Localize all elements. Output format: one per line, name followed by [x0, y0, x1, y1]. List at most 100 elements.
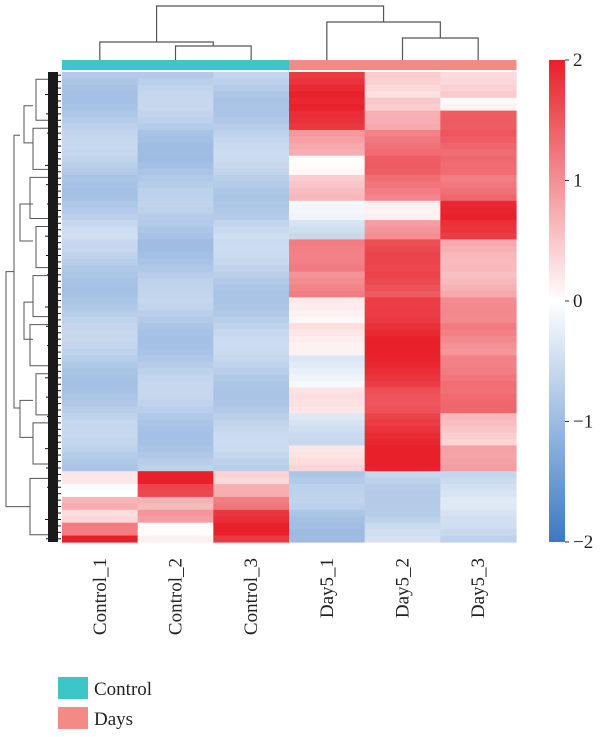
- heatmap-cell: [62, 149, 139, 157]
- heatmap-cell: [213, 271, 290, 279]
- heatmap-cell: [213, 265, 290, 273]
- heatmap-cell: [137, 387, 214, 395]
- heatmap-cell: [440, 419, 517, 427]
- heatmap-cell: [440, 278, 517, 286]
- heatmap-cell: [213, 368, 290, 376]
- heatmap-cell: [364, 175, 441, 183]
- heatmap-cell: [289, 522, 366, 530]
- heatmap-cell: [289, 471, 366, 479]
- heatmap-cell: [62, 194, 139, 202]
- heatmap-cell: [62, 432, 139, 440]
- heatmap-cell: [364, 213, 441, 221]
- heatmap-cell: [213, 335, 290, 344]
- heatmap-cell: [364, 516, 441, 524]
- heatmap-cell: [364, 239, 441, 247]
- heatmap-cell: [440, 471, 517, 479]
- heatmap-cell: [289, 162, 366, 170]
- heatmap-cell: [213, 458, 290, 466]
- legend: Control Days: [58, 677, 152, 730]
- heatmap-cell: [62, 406, 139, 414]
- heatmap-cell: [364, 303, 441, 311]
- heatmap-cell: [213, 110, 290, 118]
- heatmap-cell: [62, 438, 139, 447]
- heatmap-cell: [364, 438, 441, 447]
- heatmap-cell: [440, 110, 517, 118]
- heatmap-cell: [213, 400, 290, 408]
- heatmap-cell: [440, 490, 517, 498]
- heatmap-cell: [364, 232, 441, 240]
- dendrogram-branch: [13, 134, 20, 409]
- heatmap-cell: [62, 129, 139, 137]
- heatmap-cell: [213, 445, 290, 453]
- heatmap-cell: [440, 97, 517, 105]
- heatmap-cell: [440, 509, 517, 517]
- heatmap-cell: [213, 342, 290, 350]
- heatmap-cell: [289, 72, 366, 80]
- heatmap-cell: [137, 265, 214, 273]
- heatmap-cell: [213, 142, 290, 150]
- heatmap-cell: [137, 97, 214, 105]
- heatmap-cell: [289, 290, 366, 298]
- heatmap-cell: [213, 187, 290, 195]
- heatmap-cell: [137, 426, 214, 434]
- heatmap-cell: [213, 245, 290, 253]
- heatmap-cell: [213, 239, 290, 247]
- heatmap-cell: [213, 355, 290, 363]
- dendrogram-branch: [29, 477, 48, 536]
- heatmap-cell: [213, 484, 290, 492]
- heatmap-cell: [137, 323, 214, 331]
- heatmap-cell: [137, 278, 214, 286]
- group-bar-segment-control: [137, 60, 214, 70]
- heatmap-cell: [364, 387, 441, 395]
- heatmap-cell: [213, 84, 290, 92]
- heatmap-cell: [137, 168, 214, 176]
- heatmap-cell: [364, 348, 441, 356]
- heatmap-cell: [440, 381, 517, 389]
- heatmap-cell: [440, 529, 517, 537]
- heatmap-cell: [364, 458, 441, 466]
- heatmap-cell: [213, 490, 290, 498]
- heatmap-cell: [289, 181, 366, 189]
- heatmap-cell: [289, 432, 366, 440]
- heatmap-cell: [213, 168, 290, 176]
- heatmap-cell: [137, 393, 214, 401]
- heatmap-cell: [364, 432, 441, 440]
- heatmap-cell: [213, 323, 290, 331]
- heatmap-cell: [364, 155, 441, 163]
- heatmap-cell: [213, 464, 290, 472]
- heatmap-cell: [213, 78, 290, 86]
- heatmap-cell: [62, 426, 139, 434]
- column-label: Day5_3: [468, 558, 489, 618]
- heatmap-cell: [137, 464, 214, 472]
- heatmap-cell: [364, 162, 441, 170]
- heatmap-cell: [289, 393, 366, 401]
- heatmap-cell: [289, 239, 366, 247]
- heatmap-cell: [364, 445, 441, 453]
- colorbar-ticks: 2 1 0 −1 −2: [565, 50, 593, 553]
- heatmap-cell: [364, 471, 441, 479]
- heatmap-cell: [213, 529, 290, 537]
- heatmap-cell: [289, 278, 366, 286]
- heatmap-cell: [289, 400, 366, 408]
- heatmap-cell: [440, 484, 517, 492]
- heatmap-cell: [440, 91, 517, 99]
- heatmap-cell: [137, 438, 214, 447]
- heatmap-cell: [62, 329, 139, 337]
- heatmap-cell: [213, 509, 290, 517]
- heatmap-cell: [440, 361, 517, 369]
- dendrogram-branch: [29, 324, 48, 367]
- heatmap-cell: [62, 290, 139, 298]
- heatmap-cell: [62, 265, 139, 273]
- heatmap-cell: [289, 168, 366, 176]
- heatmap-cell: [440, 464, 517, 472]
- colorbar-tick-label: −2: [573, 532, 593, 553]
- heatmap-cell: [62, 509, 139, 517]
- heatmap-cell: [364, 490, 441, 498]
- heatmap-cell: [289, 323, 366, 331]
- group-bar-segment-days: [289, 60, 366, 70]
- heatmap-cell: [440, 226, 517, 234]
- heatmap-cell: [364, 72, 441, 80]
- heatmap-cell: [213, 496, 290, 504]
- heatmap-cell: [289, 271, 366, 279]
- heatmap-cell: [289, 477, 366, 485]
